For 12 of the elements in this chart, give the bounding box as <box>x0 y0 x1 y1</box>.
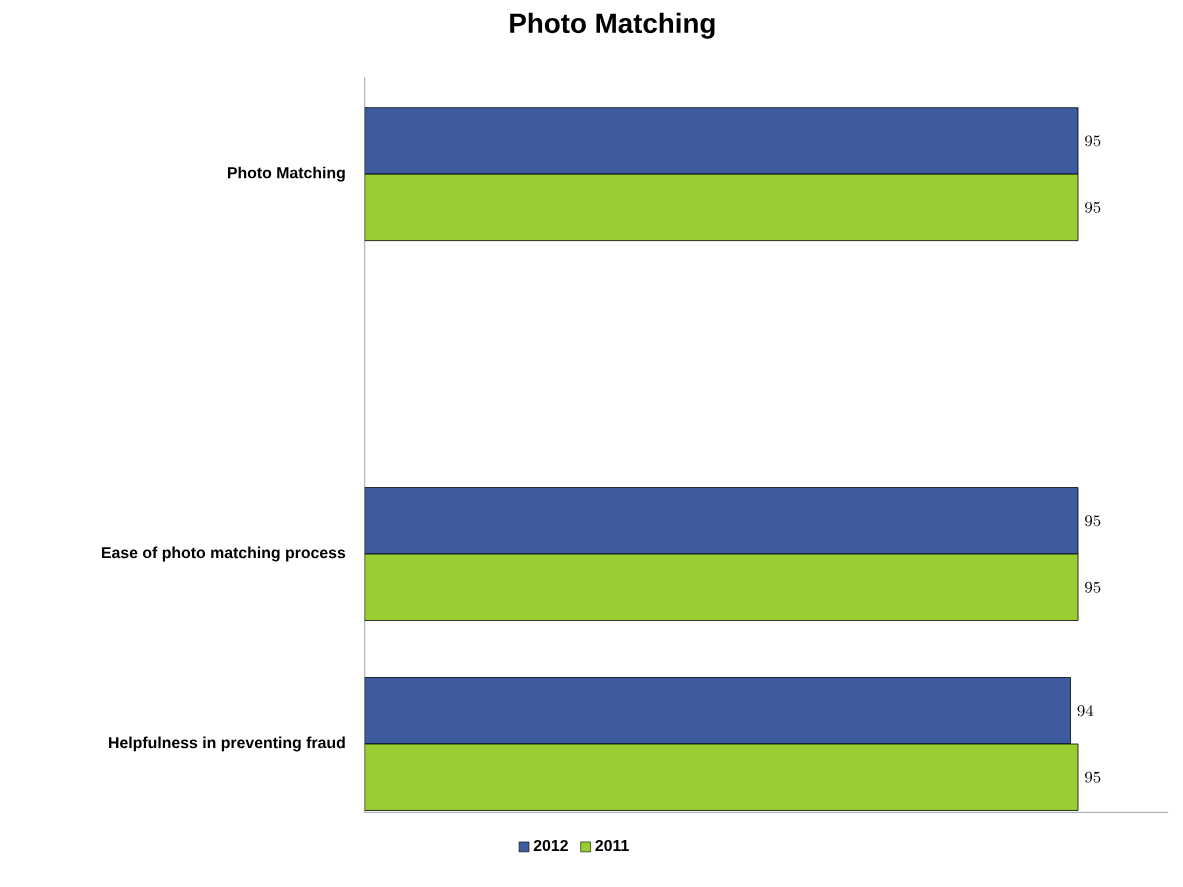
data-label: 95 <box>1085 771 1101 783</box>
data-label: 94 <box>1077 705 1094 717</box>
data-label: 95 <box>1085 202 1101 214</box>
legend-label: 2011 <box>595 840 629 852</box>
chart-title: Photo Matching <box>510 12 715 39</box>
y-tick-label: Photo Matching <box>227 166 345 182</box>
y-tick-label: Helpfulness in preventing fraud <box>109 736 345 752</box>
y-tick-label: Ease of photo matching process <box>102 546 346 562</box>
data-label: 95 <box>1085 135 1101 147</box>
data-label: 95 <box>1085 515 1101 527</box>
data-label: 95 <box>1085 582 1101 593</box>
legend-label: 2012 <box>533 840 568 852</box>
